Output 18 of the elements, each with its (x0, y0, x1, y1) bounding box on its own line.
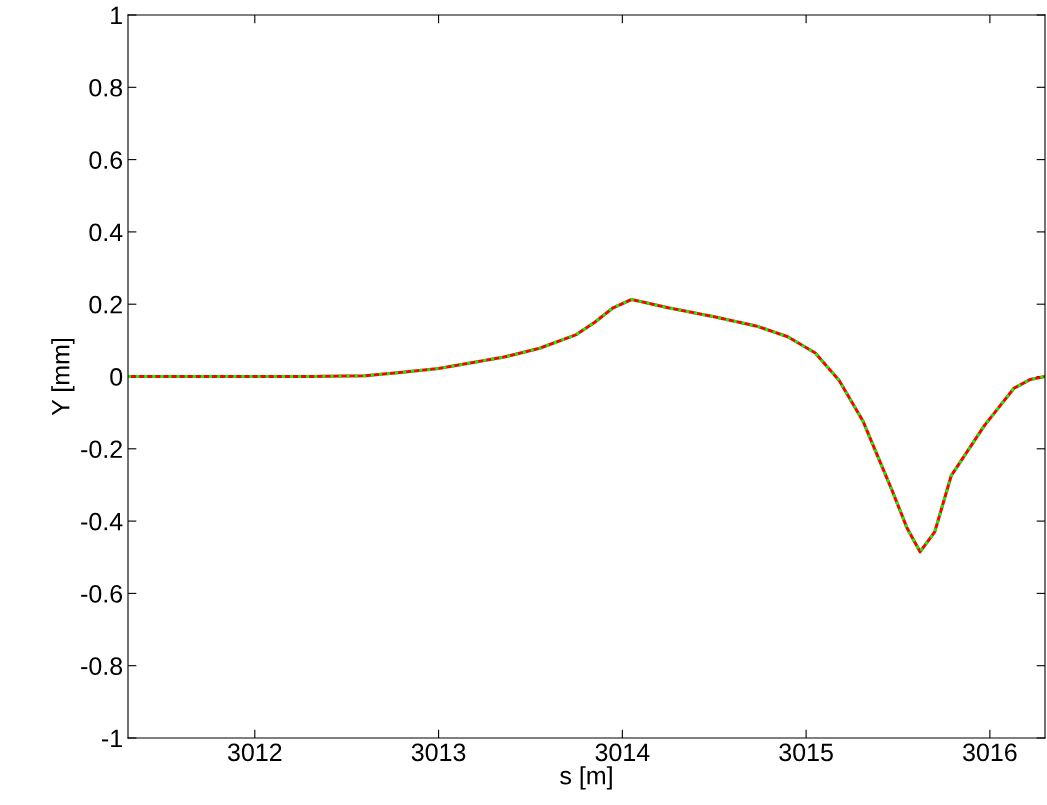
y-tick-label: 0.2 (89, 295, 122, 314)
x-tick-label: 3016 (963, 743, 1017, 762)
y-tick-label: -1 (102, 729, 122, 748)
y-tick-label: -0.2 (81, 440, 122, 459)
y-tick-label: 0.8 (89, 78, 123, 97)
y-axis-title: Y [mm] (51, 338, 75, 416)
y-tick-label: -0.8 (81, 657, 123, 675)
x-tick-label: 3012 (227, 743, 282, 762)
x-tick-label: 3013 (411, 743, 466, 762)
x-tick-label: 3014 (595, 743, 650, 762)
y-tick-label: -0.6 (81, 585, 123, 603)
y-tick-label: 1 (111, 6, 122, 25)
y-tick-label: -0.4 (81, 512, 123, 531)
y-tick-label: 0 (110, 368, 123, 386)
x-tick-label: 3015 (779, 743, 833, 762)
x-axis-title: s [m] (560, 766, 612, 790)
y-tick-label: 0.6 (89, 151, 123, 169)
y-tick-label: 0.4 (89, 223, 123, 242)
